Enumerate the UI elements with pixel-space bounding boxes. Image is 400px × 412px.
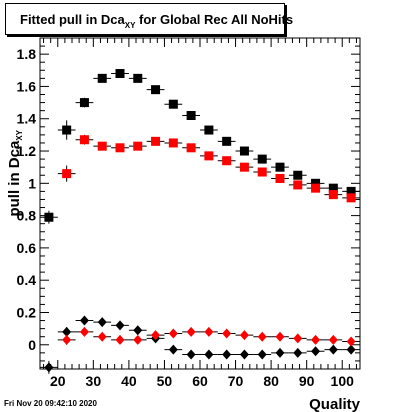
plot-frame xyxy=(39,37,361,370)
data-point-diamond xyxy=(257,331,267,342)
y-tick-label: 0.8 xyxy=(17,208,37,224)
data-point-diamond xyxy=(239,349,249,360)
x-tick-label: 40 xyxy=(121,373,137,389)
data-point-diamond xyxy=(97,317,107,328)
x-tick-label: 60 xyxy=(192,373,208,389)
y-tick-label: 0.4 xyxy=(17,272,37,288)
data-point-square xyxy=(346,193,356,203)
data-point-diamond xyxy=(204,349,214,360)
data-point-diamond xyxy=(186,326,196,337)
data-point-diamond xyxy=(44,362,54,373)
x-tick-label: 80 xyxy=(263,373,279,389)
y-tick-label: 1.2 xyxy=(17,143,37,159)
data-point-square xyxy=(346,186,356,196)
data-point-square xyxy=(222,156,232,166)
data-point-diamond xyxy=(293,333,303,344)
data-point-square xyxy=(97,73,107,83)
x-tick-label: 30 xyxy=(86,373,102,389)
data-point-square xyxy=(44,212,54,222)
y-tick-label: 1.4 xyxy=(17,111,37,127)
data-point-square xyxy=(115,69,125,79)
data-point-square xyxy=(133,141,143,151)
data-point-diamond xyxy=(311,334,321,345)
data-point-square xyxy=(293,170,303,180)
data-point-diamond xyxy=(62,334,72,345)
data-point-diamond xyxy=(79,315,89,326)
data-point-diamond xyxy=(222,328,232,339)
data-point-square xyxy=(239,146,249,156)
x-tick-label: 90 xyxy=(299,373,315,389)
data-point-square xyxy=(62,169,72,179)
data-point-diamond xyxy=(346,336,356,347)
data-point-diamond xyxy=(151,330,161,341)
y-tick-label: 1.8 xyxy=(17,46,37,62)
data-point-diamond xyxy=(133,325,143,336)
x-tick-label: 100 xyxy=(331,373,355,389)
data-point-diamond xyxy=(346,344,356,355)
data-point-diamond xyxy=(168,344,178,355)
data-point-square xyxy=(133,73,143,83)
data-point-square xyxy=(311,183,321,193)
data-point-square xyxy=(311,178,321,188)
data-point-diamond xyxy=(222,349,232,360)
data-point-square xyxy=(239,162,249,172)
y-tick-label: 0.6 xyxy=(17,240,37,256)
data-point-square xyxy=(151,136,161,146)
data-point-diamond xyxy=(293,347,303,358)
y-tick-label: 0.2 xyxy=(17,304,37,320)
data-point-square xyxy=(115,143,125,153)
data-point-square xyxy=(204,151,214,161)
y-tick-label: 1.6 xyxy=(17,78,37,94)
data-point-diamond xyxy=(62,326,72,337)
data-point-square xyxy=(257,154,267,164)
data-point-diamond xyxy=(204,326,214,337)
data-point-square xyxy=(79,98,89,108)
data-point-square xyxy=(257,167,267,177)
data-point-square xyxy=(222,136,232,146)
x-tick-label: 70 xyxy=(228,373,244,389)
data-point-square xyxy=(293,180,303,190)
data-point-diamond xyxy=(257,349,267,360)
title-box: Fitted pull in DcaXY for Global Rec All … xyxy=(5,3,293,35)
x-tick-label: 20 xyxy=(50,373,66,389)
data-point-square xyxy=(204,125,214,135)
data-point-square xyxy=(168,99,178,109)
data-point-square xyxy=(328,190,338,200)
data-point-square xyxy=(275,173,285,183)
data-point-diamond xyxy=(97,331,107,342)
data-point-diamond xyxy=(79,326,89,337)
data-point-diamond xyxy=(239,330,249,341)
data-point-diamond xyxy=(328,344,338,355)
y-tick-label: 0 xyxy=(28,337,36,353)
data-point-square xyxy=(62,125,72,135)
data-point-square xyxy=(97,141,107,151)
data-point-diamond xyxy=(115,320,125,331)
chart-title: Fitted pull in DcaXY for Global Rec All … xyxy=(20,12,293,30)
data-point-square xyxy=(275,162,285,172)
timestamp-footer: Fri Nov 20 09:42:10 2020 xyxy=(4,399,97,408)
data-point-square xyxy=(168,138,178,148)
data-point-diamond xyxy=(311,346,321,357)
data-point-diamond xyxy=(168,328,178,339)
data-point-square xyxy=(151,85,161,95)
data-point-diamond xyxy=(275,347,285,358)
x-tick-label: 50 xyxy=(157,373,173,389)
x-axis-label: Quality xyxy=(309,396,361,412)
y-axis-label-subscript: XY xyxy=(15,129,24,140)
title-rest: for Global Rec All NoHits xyxy=(135,12,294,27)
data-point-square xyxy=(186,143,196,153)
data-point-square xyxy=(186,111,196,121)
data-point-diamond xyxy=(115,334,125,345)
title-main: Fitted pull in Dca xyxy=(20,12,125,27)
y-tick-label: 1 xyxy=(28,175,36,191)
data-point-diamond xyxy=(328,334,338,345)
title-subscript: XY xyxy=(124,21,136,30)
data-point-diamond xyxy=(133,334,143,345)
data-point-diamond xyxy=(186,349,196,360)
y-axis-label: pull in DcaXY xyxy=(6,129,24,216)
data-point-diamond xyxy=(275,331,285,342)
data-point-square xyxy=(328,183,338,193)
data-point-square xyxy=(79,135,89,145)
